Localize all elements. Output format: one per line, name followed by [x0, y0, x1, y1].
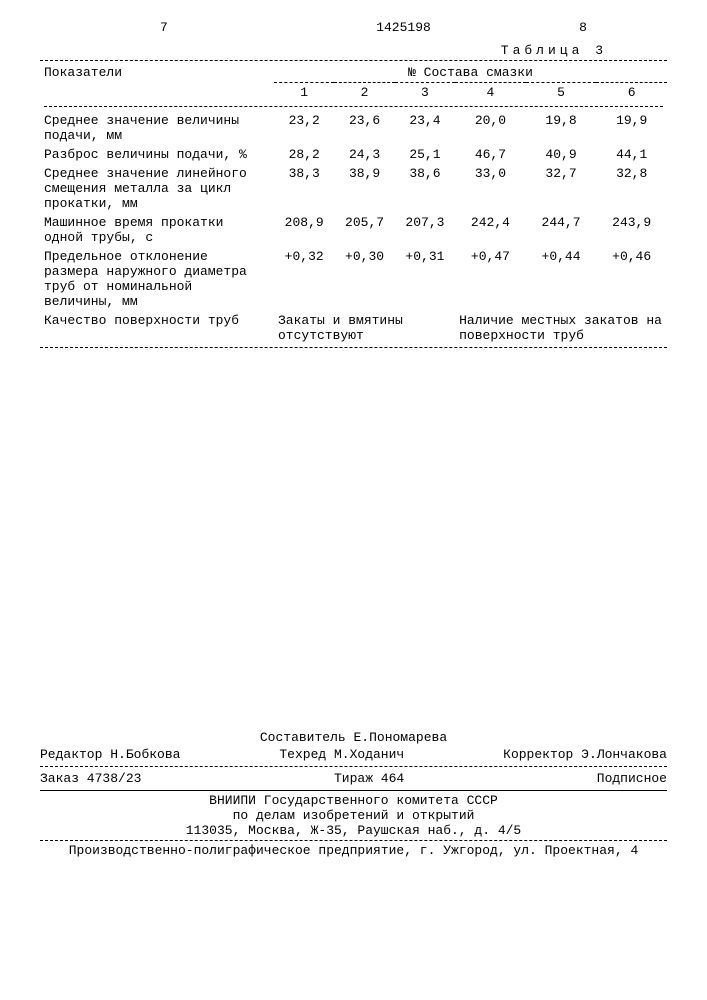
cell: 19,9 — [596, 111, 667, 145]
row-label: Предельное отклонение размера наружного … — [40, 247, 274, 311]
cell: +0,31 — [395, 247, 455, 311]
table-row: Среднее значение величины подачи, мм 23,… — [40, 111, 667, 145]
cell: 40,9 — [526, 145, 597, 164]
cell: 242,4 — [455, 213, 526, 247]
address-2: Производственно-полиграфическое предприя… — [40, 843, 667, 858]
cell: 44,1 — [596, 145, 667, 164]
composer-line: Составитель Е.Пономарева — [40, 730, 667, 745]
org-line-2: по делам изобретений и открытий — [40, 808, 667, 823]
cell: 207,3 — [395, 213, 455, 247]
table-row: Машинное время прокатки одной трубы, с 2… — [40, 213, 667, 247]
order-row: Заказ 4738/23 Тираж 464 Подписное — [40, 769, 667, 788]
row-label: Разброс величины подачи, % — [40, 145, 274, 164]
cell: 208,9 — [274, 213, 334, 247]
cell: +0,46 — [596, 247, 667, 311]
cell: 32,8 — [596, 164, 667, 213]
editor-name: Н.Бобкова — [110, 747, 180, 762]
cell: 24,3 — [334, 145, 394, 164]
table-row: Разброс величины подачи, % 28,2 24,3 25,… — [40, 145, 667, 164]
cell: 205,7 — [334, 213, 394, 247]
cell: +0,32 — [274, 247, 334, 311]
table-caption: Таблица 3 — [40, 43, 607, 58]
quality-note-right: Наличие местных закатов на поверхности т… — [455, 311, 667, 345]
cell: 33,0 — [455, 164, 526, 213]
cell: +0,47 — [455, 247, 526, 311]
quality-label: Качество поверхности труб — [40, 311, 274, 345]
row-label: Среднее значение линейного смещения мета… — [40, 164, 274, 213]
tech-name: М.Ходанич — [334, 747, 404, 762]
column-header: 6 — [596, 83, 667, 103]
composer-name: Е.Пономарева — [354, 730, 448, 745]
tirazh: Тираж 464 — [334, 771, 404, 786]
cell: +0,30 — [334, 247, 394, 311]
column-header: 3 — [395, 83, 455, 103]
column-header-label: Показатели — [40, 63, 274, 102]
cell: 38,9 — [334, 164, 394, 213]
divider — [40, 790, 667, 791]
row-label: Среднее значение величины подачи, мм — [40, 111, 274, 145]
divider — [40, 840, 667, 841]
cell: +0,44 — [526, 247, 597, 311]
page-header: 7 1425198 8 — [40, 20, 667, 35]
cell: 38,3 — [274, 164, 334, 213]
subscription: Подписное — [597, 771, 667, 786]
cell: 20,0 — [455, 111, 526, 145]
column-header: 5 — [526, 83, 597, 103]
cell: 46,7 — [455, 145, 526, 164]
divider — [40, 766, 667, 767]
cell: 23,2 — [274, 111, 334, 145]
order-number: Заказ 4738/23 — [40, 771, 141, 786]
credits-row: Редактор Н.Бобкова Техред М.Ходанич Корр… — [40, 745, 667, 764]
column-header: 4 — [455, 83, 526, 103]
quality-note-left: Закаты и вмятины отсутствуют — [274, 311, 455, 345]
document-number: 1425198 — [376, 20, 431, 35]
composer-label: Составитель — [260, 730, 346, 745]
cell: 23,6 — [334, 111, 394, 145]
column-header: 1 — [274, 83, 334, 103]
footer: Составитель Е.Пономарева Редактор Н.Бобк… — [40, 730, 667, 858]
table-row: Предельное отклонение размера наружного … — [40, 247, 667, 311]
cell: 19,8 — [526, 111, 597, 145]
org-line-1: ВНИИПИ Государственного комитета СССР — [40, 793, 667, 808]
cell: 243,9 — [596, 213, 667, 247]
page-number-right: 8 — [579, 20, 587, 35]
row-label: Машинное время прокатки одной трубы, с — [40, 213, 274, 247]
address-1: 113035, Москва, Ж-35, Раушская наб., д. … — [40, 823, 667, 838]
cell: 23,4 — [395, 111, 455, 145]
cell: 25,1 — [395, 145, 455, 164]
table-row: Среднее значение линейного смещения мета… — [40, 164, 667, 213]
divider — [40, 60, 667, 61]
tech-label: Техред — [279, 747, 326, 762]
blank-space — [40, 350, 667, 710]
corrector-name: Э.Лончакова — [581, 747, 667, 762]
cell: 28,2 — [274, 145, 334, 164]
corrector-label: Корректор — [503, 747, 573, 762]
data-table: Показатели № Состава смазки 1 2 3 4 5 6 … — [40, 63, 667, 345]
page-number-left: 7 — [160, 20, 168, 35]
table-row: Качество поверхности труб Закаты и вмяти… — [40, 311, 667, 345]
divider — [40, 347, 667, 348]
column-header: 2 — [334, 83, 394, 103]
editor-label: Редактор — [40, 747, 102, 762]
column-group-header: № Состава смазки — [274, 63, 667, 83]
cell: 38,6 — [395, 164, 455, 213]
cell: 244,7 — [526, 213, 597, 247]
cell: 32,7 — [526, 164, 597, 213]
